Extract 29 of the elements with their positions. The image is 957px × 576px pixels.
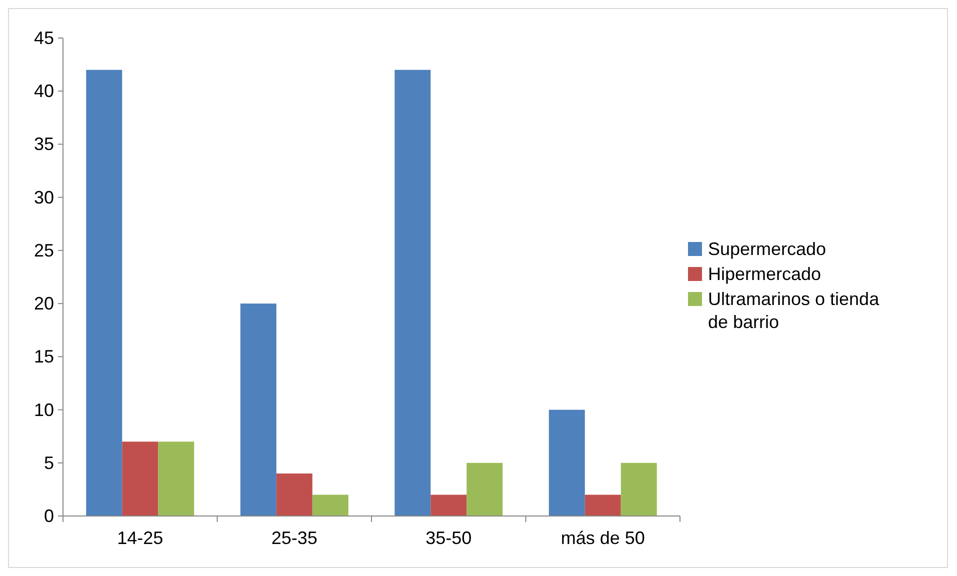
bar (312, 494, 348, 516)
y-tick-label: 45 (34, 28, 54, 48)
legend-label: Ultramarinos o tienda de barrio (708, 289, 880, 332)
legend-label: Supermercado (708, 239, 826, 259)
y-tick-label: 25 (34, 240, 54, 260)
x-tick-label: 35-50 (426, 528, 472, 548)
bar (276, 474, 312, 516)
x-tick-label: más de 50 (560, 528, 645, 548)
y-tick-label: 35 (34, 134, 54, 154)
bar (430, 494, 467, 516)
y-tick-label: 30 (34, 187, 54, 208)
y-tick-label: 20 (34, 294, 54, 314)
x-tick-label: 14-25 (117, 528, 164, 548)
bar (158, 442, 194, 516)
bar (122, 442, 158, 516)
y-tick-label: 15 (34, 346, 54, 367)
bar (86, 70, 122, 516)
bar (466, 462, 503, 516)
bar (620, 462, 657, 516)
y-tick-label: 40 (34, 81, 54, 102)
legend-label: Hipermercado (708, 264, 822, 284)
x-tick-label: 25-35 (271, 528, 318, 548)
bar (240, 304, 276, 516)
bar (584, 494, 621, 516)
y-tick-label: 0 (44, 506, 54, 526)
bar (548, 410, 585, 516)
y-tick-label: 10 (34, 400, 54, 420)
y-tick-label: 5 (44, 452, 54, 473)
bar (394, 70, 431, 516)
